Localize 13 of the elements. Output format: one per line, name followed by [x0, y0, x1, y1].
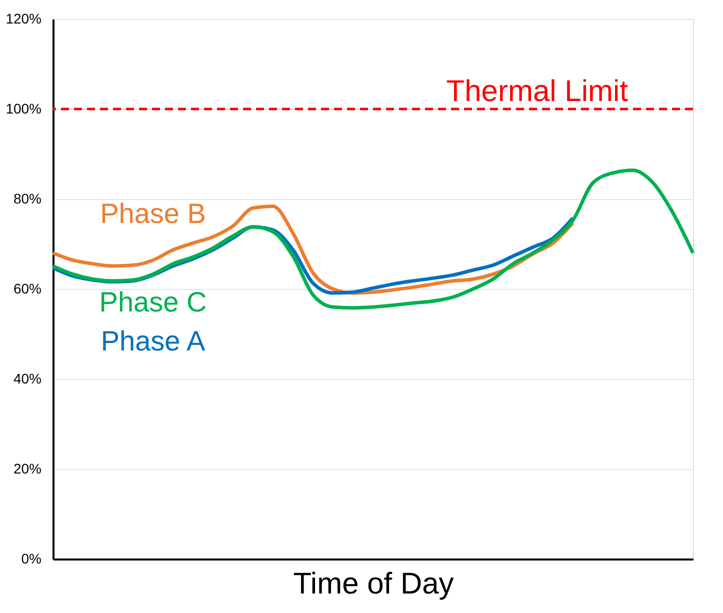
- y-tick-label: 120%: [6, 10, 42, 26]
- y-tick-label: 40%: [13, 370, 42, 386]
- y-tick-label: 0%: [21, 550, 42, 566]
- y-tick-label: 80%: [13, 190, 42, 206]
- series-label: Phase A: [100, 326, 206, 357]
- series-label: Phase B: [100, 198, 206, 230]
- ref-line-label: Thermal Limit: [446, 75, 629, 108]
- y-tick-label: 60%: [13, 280, 42, 296]
- line-series: [51, 168, 695, 310]
- series-label: Phase C: [99, 286, 207, 318]
- y-tick-label: 100%: [6, 100, 42, 116]
- y-tick-label: 20%: [13, 460, 42, 476]
- x-axis-title: Time of Day: [293, 568, 454, 600]
